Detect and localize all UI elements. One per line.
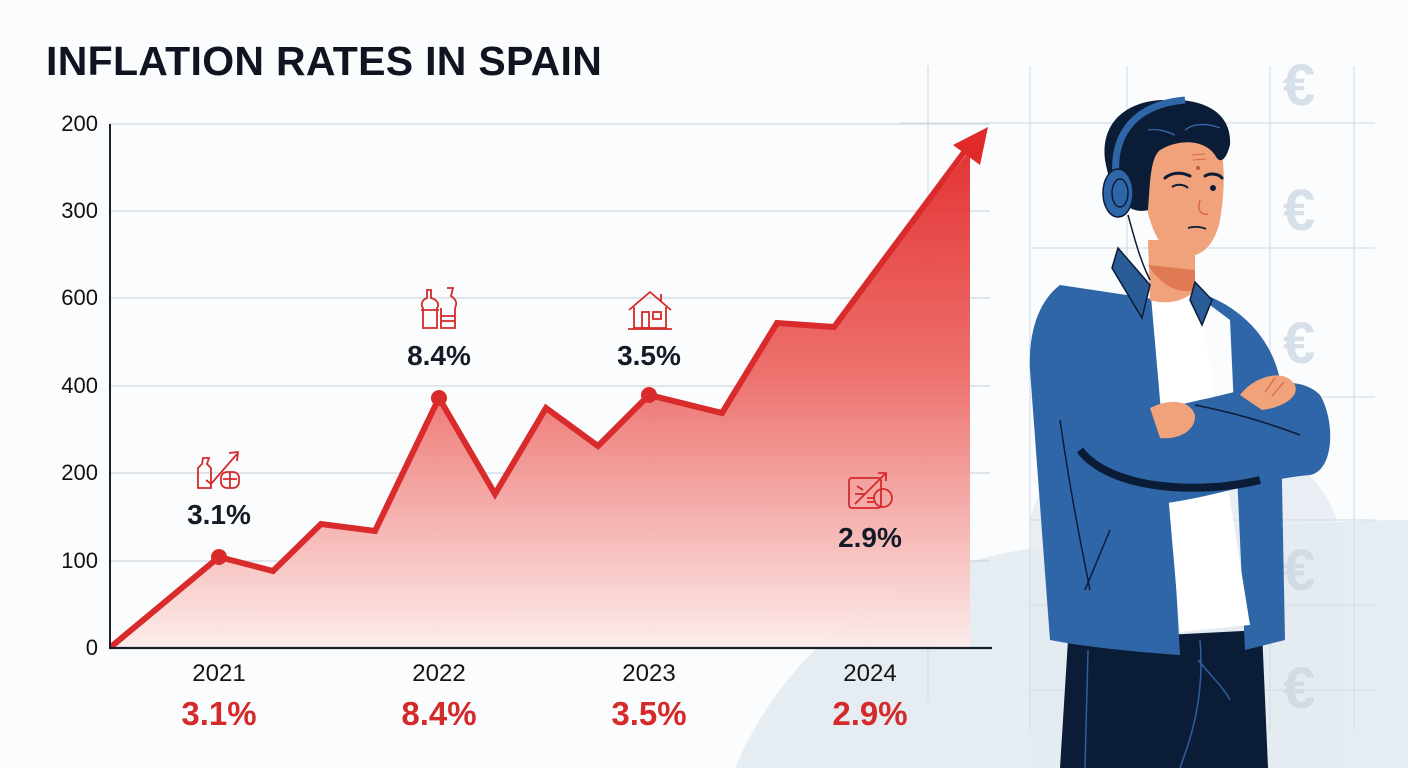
face xyxy=(1141,130,1224,257)
x-tick-label-2023: 2023 xyxy=(622,660,676,687)
x-tick-label-2024: 2024 xyxy=(843,660,897,687)
x-tick-label-2022: 2022 xyxy=(412,660,466,687)
callout-value-2022: 8.4% xyxy=(407,340,471,371)
y-tick-label: 0 xyxy=(85,635,98,660)
data-point-2021[interactable] xyxy=(211,549,227,565)
inflation-line xyxy=(109,144,971,649)
data-point-2022[interactable] xyxy=(431,390,447,406)
year-rate-2021: 3.1% xyxy=(181,695,257,732)
y-tick-label: 300 xyxy=(61,198,98,223)
y-tick-label: 400 xyxy=(61,373,98,398)
hand-left xyxy=(1150,401,1196,439)
groceries-price-up-icon xyxy=(197,450,240,489)
callout-value-2023: 3.5% xyxy=(617,340,681,371)
y-tick-label: 200 xyxy=(61,460,98,485)
trend-arrow-icon xyxy=(953,127,988,165)
callout-value-2021: 3.1% xyxy=(187,499,251,530)
callout-value-2024: 2.9% xyxy=(838,522,902,553)
hair xyxy=(1104,99,1231,211)
y-tick-label: 600 xyxy=(61,285,98,310)
house-icon xyxy=(628,290,672,330)
euro-icon: € xyxy=(1283,311,1316,376)
euro-icon: € xyxy=(1283,53,1316,118)
year-rate-2023: 3.5% xyxy=(611,695,687,732)
x-tick-label-2021: 2021 xyxy=(192,660,246,687)
euro-icon: € xyxy=(1283,178,1316,243)
bottles-drinks-icon xyxy=(420,287,458,329)
year-rate-2022: 8.4% xyxy=(401,695,477,732)
pants xyxy=(1060,630,1268,768)
chart-title: INFLATION RATES IN SPAIN xyxy=(46,38,603,84)
year-rate-2024: 2.9% xyxy=(832,695,908,732)
y-tick-label: 100 xyxy=(61,548,98,573)
area-fill xyxy=(112,150,970,648)
euro-icon: € xyxy=(1283,538,1316,603)
y-tick-label: 200 xyxy=(61,111,98,136)
data-point-2023[interactable] xyxy=(641,387,657,403)
euro-icon: € xyxy=(1283,656,1316,721)
expense-chart-icon xyxy=(848,472,893,509)
